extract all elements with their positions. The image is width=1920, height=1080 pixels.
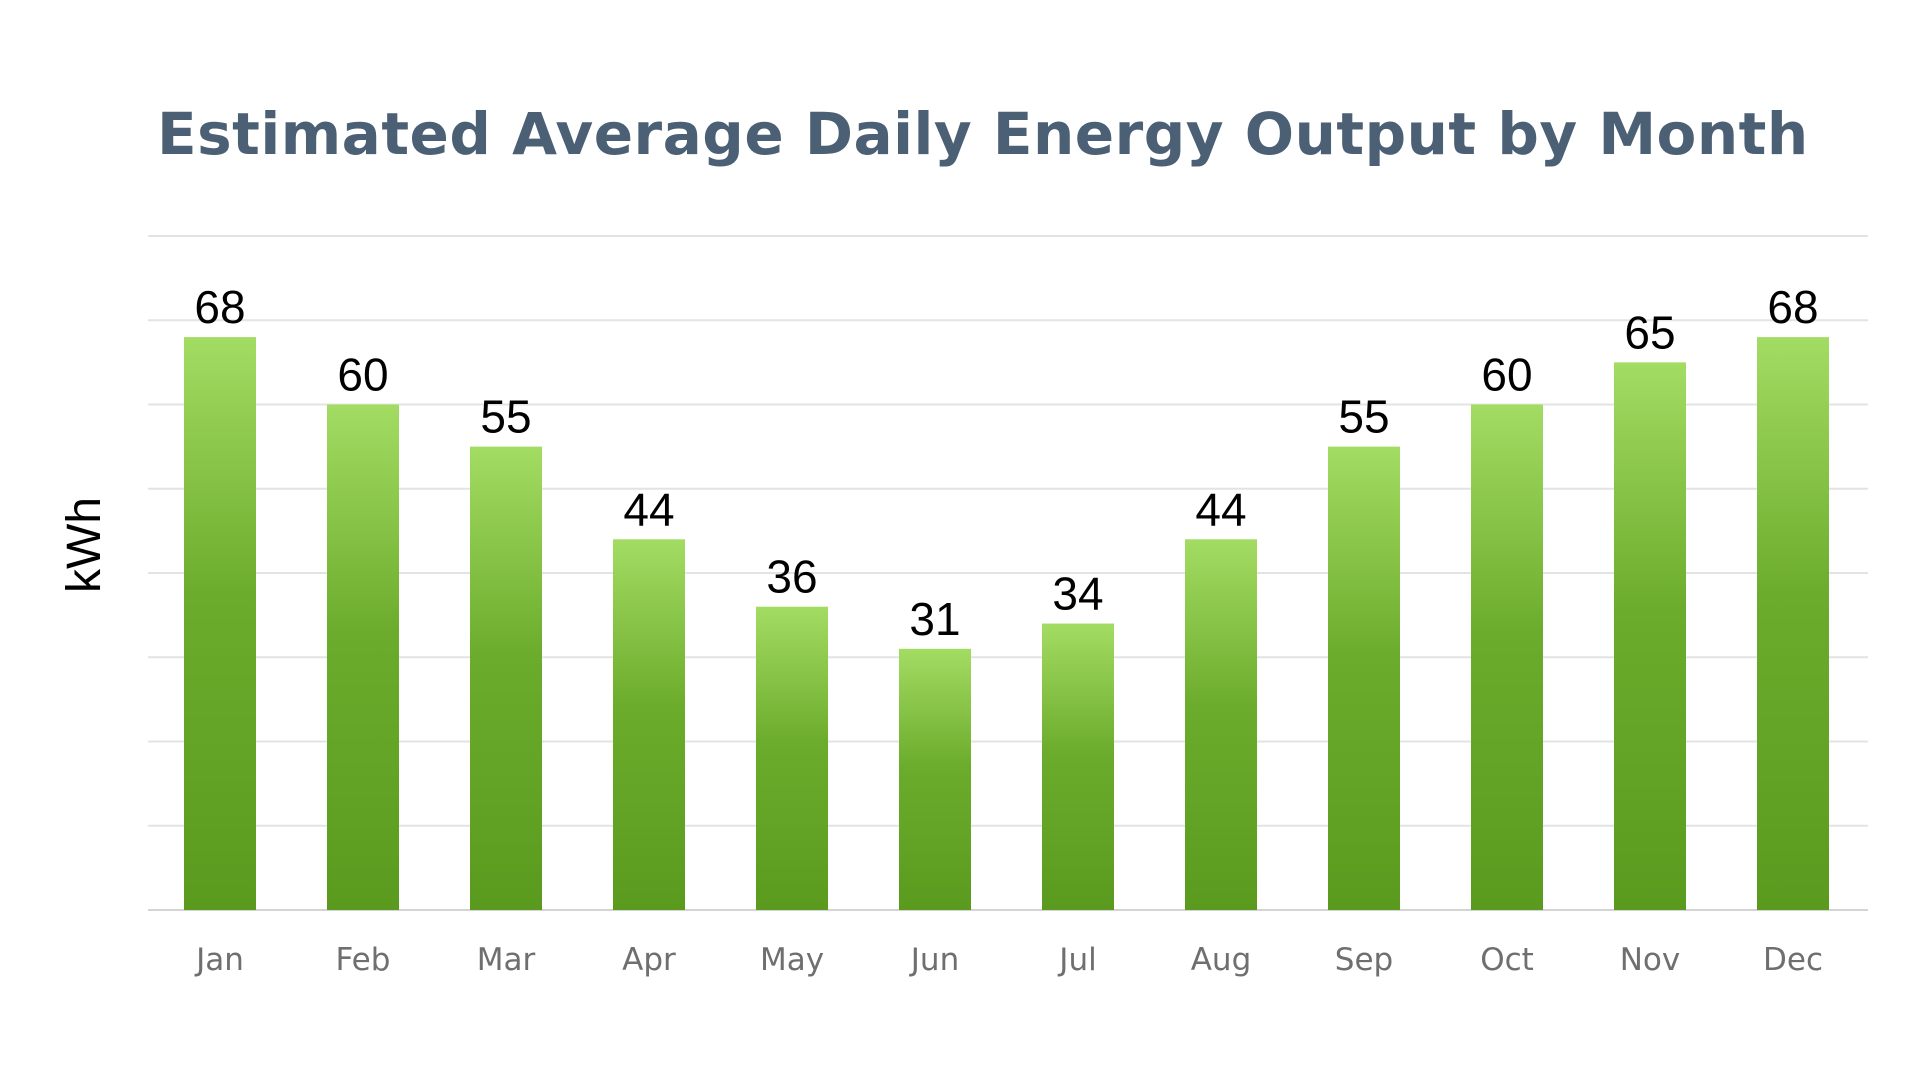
bar-jul <box>1042 623 1114 910</box>
bar-mar <box>470 446 542 910</box>
x-tick-label-nov: Nov <box>1620 942 1681 978</box>
value-label-nov: 65 <box>1624 306 1675 358</box>
x-tick-label-jul: Jul <box>1057 942 1096 978</box>
x-tick-label-aug: Aug <box>1191 942 1252 978</box>
value-label-apr: 44 <box>623 483 674 535</box>
chart-title: Estimated Average Daily Energy Output by… <box>157 100 1809 168</box>
bar-apr <box>613 539 685 910</box>
bar-nov <box>1614 362 1686 910</box>
value-label-dec: 68 <box>1767 281 1818 333</box>
x-tick-label-feb: Feb <box>336 942 391 978</box>
x-tick-label-sep: Sep <box>1335 942 1393 978</box>
bars <box>184 337 1829 911</box>
value-label-feb: 60 <box>337 349 388 401</box>
x-tick-label-oct: Oct <box>1480 942 1534 978</box>
value-label-oct: 60 <box>1481 349 1532 401</box>
bar-jan <box>184 337 256 911</box>
value-label-jan: 68 <box>194 281 245 333</box>
value-label-jun: 31 <box>909 593 960 645</box>
gridlines <box>148 235 1868 911</box>
y-axis-label: kWh <box>58 497 111 593</box>
x-tick-label-mar: Mar <box>477 942 536 978</box>
x-tick-label-jan: Jan <box>194 942 244 978</box>
bar-feb <box>327 404 399 910</box>
x-tick-label-dec: Dec <box>1763 942 1823 978</box>
x-tick-label-apr: Apr <box>622 942 676 978</box>
bar-jun <box>899 648 971 910</box>
value-label-jul: 34 <box>1052 568 1103 620</box>
bar-oct <box>1471 404 1543 910</box>
value-label-sep: 55 <box>1338 391 1389 443</box>
value-label-mar: 55 <box>480 391 531 443</box>
x-axis-tick-labels: Jan Feb Mar Apr May Jun Jul Aug Sep Oct Nov Dec <box>194 942 1823 978</box>
x-tick-label-may: May <box>760 942 824 978</box>
bar-aug <box>1185 539 1257 910</box>
bar-may <box>756 606 828 910</box>
bar-dec <box>1757 337 1829 911</box>
value-labels: 68 60 55 44 36 31 34 44 55 60 65 68 <box>194 281 1818 645</box>
value-label-aug: 44 <box>1195 483 1246 535</box>
bar-sep <box>1328 446 1400 910</box>
value-label-may: 36 <box>766 551 817 603</box>
x-tick-label-jun: Jun <box>909 942 959 978</box>
